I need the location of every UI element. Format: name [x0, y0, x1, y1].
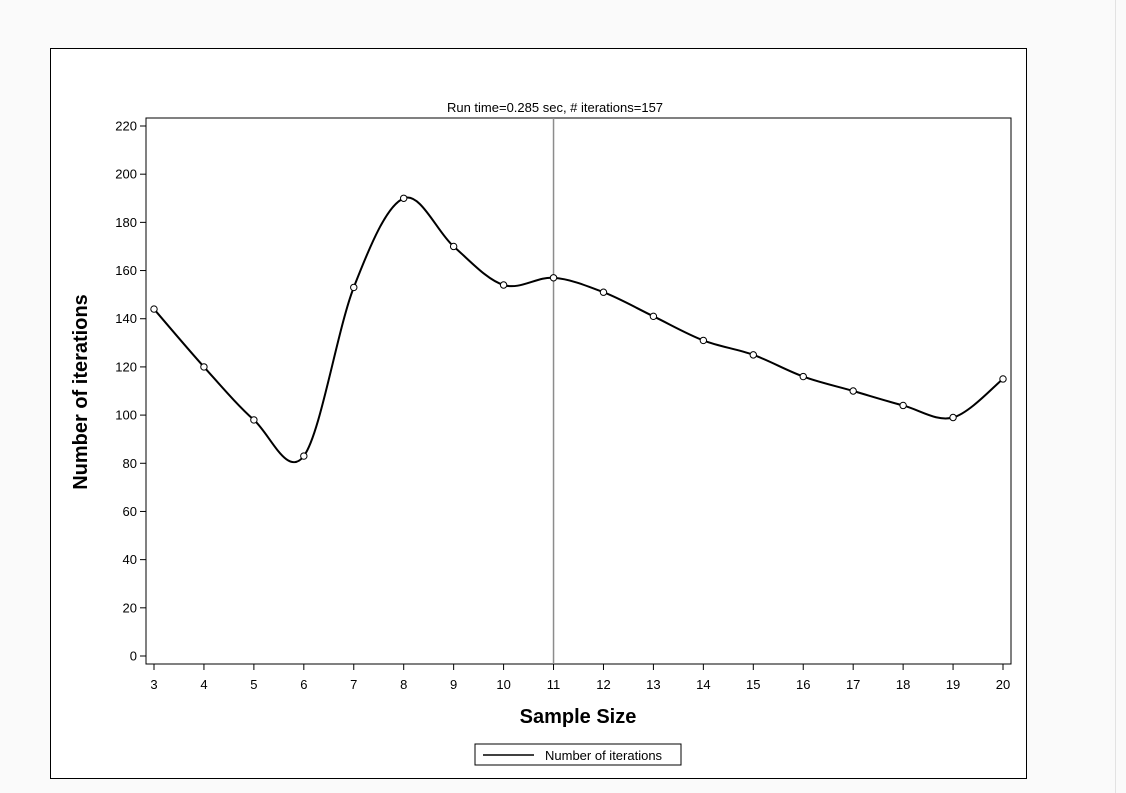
- data-point: [250, 416, 258, 424]
- x-tick-label: 8: [400, 677, 407, 692]
- x-tick-label: 16: [796, 677, 810, 692]
- x-tick-label: 14: [696, 677, 710, 692]
- data-point: [899, 401, 907, 410]
- chart-title: Run time=0.285 sec, # iterations=157: [447, 100, 663, 115]
- data-point: [499, 281, 508, 289]
- y-tick-label: 180: [115, 215, 137, 230]
- plot-area: [145, 117, 1012, 665]
- x-tick-label: 3: [150, 677, 157, 692]
- legend: Number of iterations: [474, 743, 682, 766]
- y-tick-label: 20: [123, 600, 137, 615]
- series-line: [153, 196, 1004, 464]
- data-point: [949, 413, 957, 422]
- x-tick-label: 12: [596, 677, 610, 692]
- y-tick-label: 120: [115, 359, 137, 374]
- x-tick-label: 5: [250, 677, 257, 692]
- data-point: [150, 305, 158, 313]
- x-tick-label: 20: [996, 677, 1010, 692]
- data-point: [699, 336, 708, 345]
- chart-frame: [50, 48, 1027, 779]
- x-tick-label: 9: [450, 677, 457, 692]
- data-point: [849, 387, 857, 395]
- x-tick-label: 17: [846, 677, 860, 692]
- data-point: [549, 274, 558, 282]
- x-tick-label: 4: [200, 677, 207, 692]
- x-tick-label: 6: [300, 677, 307, 692]
- data-point: [350, 283, 358, 292]
- x-tick-label: 7: [350, 677, 357, 692]
- x-tick-label: 11: [547, 677, 561, 692]
- data-point: [599, 288, 608, 296]
- data-point: [449, 242, 458, 251]
- x-tick-label: 13: [646, 677, 660, 692]
- y-tick-label: 40: [123, 552, 137, 567]
- y-tick-label: 80: [123, 456, 137, 471]
- y-tick-label: 140: [115, 311, 137, 326]
- data-point: [400, 194, 408, 202]
- legend-label: Number of iterations: [545, 748, 663, 763]
- x-tick-label: 10: [496, 677, 510, 692]
- y-tick-label: 60: [123, 504, 137, 519]
- legend-box: [474, 743, 682, 766]
- data-point: [200, 363, 208, 371]
- y-tick-label: 100: [115, 408, 137, 423]
- y-tick-label: 220: [115, 119, 137, 134]
- x-tick-label: 18: [896, 677, 910, 692]
- y-tick-label: 0: [130, 649, 137, 664]
- x-tick-label: 19: [946, 677, 960, 692]
- page-edge-divider: [1115, 0, 1116, 793]
- x-tick-label: 15: [746, 677, 760, 692]
- y-axis-title: Number of iterations: [70, 294, 92, 490]
- data-point: [749, 351, 757, 359]
- data-point: [999, 375, 1007, 383]
- data-point: [649, 312, 658, 321]
- y-tick-label: 200: [115, 167, 137, 182]
- data-point: [799, 372, 807, 381]
- x-axis-title: Sample Size: [520, 706, 637, 728]
- data-point: [300, 452, 308, 460]
- y-tick-label: 160: [115, 263, 137, 278]
